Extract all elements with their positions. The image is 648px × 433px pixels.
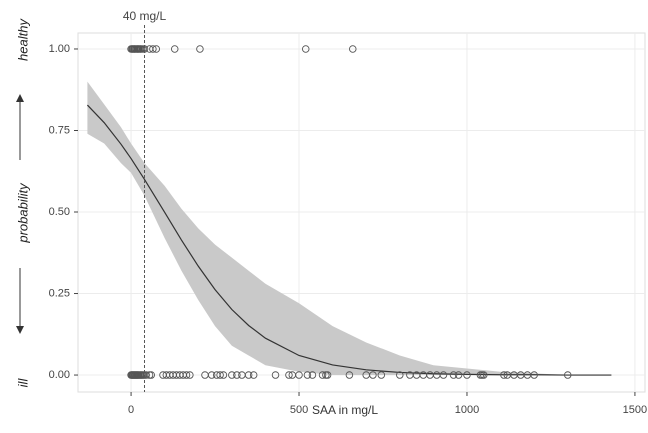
data-point: [295, 371, 303, 379]
x-tick-label: 1500: [623, 404, 647, 416]
data-point: [228, 371, 236, 379]
data-point: [149, 45, 157, 53]
y-tick-label: 1.00: [49, 43, 70, 55]
x-tick-label: 1000: [455, 404, 479, 416]
y-tick-label: 0.50: [49, 206, 70, 218]
data-point: [454, 371, 463, 379]
data-point: [323, 371, 332, 379]
y-tick-label: 0.25: [49, 287, 70, 299]
data-point: [285, 371, 293, 379]
data-point: [396, 371, 404, 379]
x-tick-label: 500: [290, 404, 308, 416]
data-point: [249, 371, 258, 379]
data-point: [308, 371, 317, 379]
data-point: [142, 371, 150, 379]
y-label-bottom: ill: [15, 378, 30, 388]
data-point: [301, 45, 310, 53]
data-point: [170, 45, 179, 53]
data-point: [318, 371, 327, 379]
x-axis-label: SAA in mg/L: [312, 403, 378, 417]
data-point: [233, 371, 241, 379]
data-point: [244, 371, 253, 379]
threshold-label: 40 mg/L: [123, 9, 167, 23]
data-point: [349, 45, 357, 53]
data-point: [186, 371, 194, 379]
y-label-middle: probability: [15, 182, 30, 244]
data-point: [303, 371, 312, 379]
data-point: [563, 371, 572, 379]
data-point: [219, 371, 228, 379]
data-point: [216, 371, 224, 379]
data-point: [500, 371, 508, 379]
data-point: [152, 45, 161, 53]
data-point: [196, 45, 204, 53]
data-point: [530, 371, 538, 379]
data-point: [369, 371, 377, 379]
data-point: [463, 371, 471, 379]
data-point: [147, 371, 155, 379]
data-point: [449, 371, 458, 379]
x-tick-label: 0: [128, 404, 134, 416]
data-point: [182, 371, 191, 379]
data-point: [377, 371, 386, 379]
y-tick-label: 0.75: [49, 124, 70, 136]
data-point: [480, 371, 488, 379]
data-point: [207, 371, 216, 379]
data-point: [439, 371, 448, 379]
marks: [86, 25, 612, 392]
y-label-top: healthy: [15, 18, 30, 61]
data-point: [271, 371, 280, 379]
y-tick-label: 0.00: [49, 369, 70, 381]
data-point: [345, 371, 354, 379]
confidence-band: [87, 81, 612, 376]
